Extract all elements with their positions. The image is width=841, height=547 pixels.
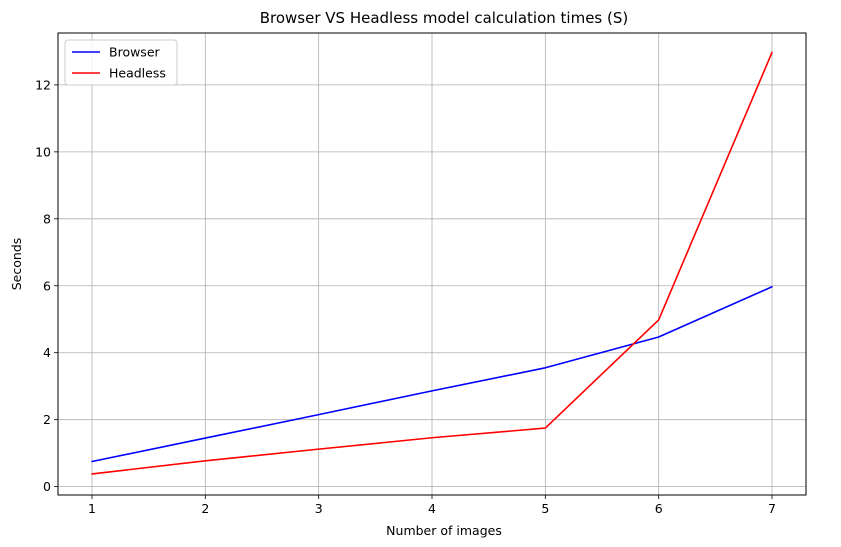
x-tick-label: 5 (541, 501, 549, 516)
x-tick-label: 4 (428, 501, 436, 516)
x-axis-label: Number of images (386, 523, 502, 538)
series-layer (91, 51, 773, 475)
series-line-browser (91, 285, 773, 463)
x-tick-label: 7 (768, 501, 776, 516)
chart-title: Browser VS Headless model calculation ti… (260, 9, 629, 27)
y-tick-label: 8 (43, 211, 51, 226)
x-tick-label: 3 (315, 501, 323, 516)
x-tick-label: 2 (201, 501, 209, 516)
y-tick-label: 6 (43, 278, 51, 293)
series-line-headless (91, 51, 773, 475)
y-tick-label: 2 (43, 412, 51, 427)
legend-label-headless: Headless (109, 66, 166, 81)
legend: Browser Headless (64, 39, 178, 86)
grid (58, 33, 806, 495)
legend-label-browser: Browser (109, 45, 161, 60)
y-tick-label: 4 (43, 345, 51, 360)
y-axis-label: Seconds (9, 238, 24, 291)
x-tick-label: 1 (88, 501, 96, 516)
y-tick-label: 10 (35, 144, 51, 159)
x-tick-label: 6 (655, 501, 663, 516)
y-tick-label: 0 (43, 479, 51, 494)
y-tick-label: 12 (35, 77, 51, 92)
